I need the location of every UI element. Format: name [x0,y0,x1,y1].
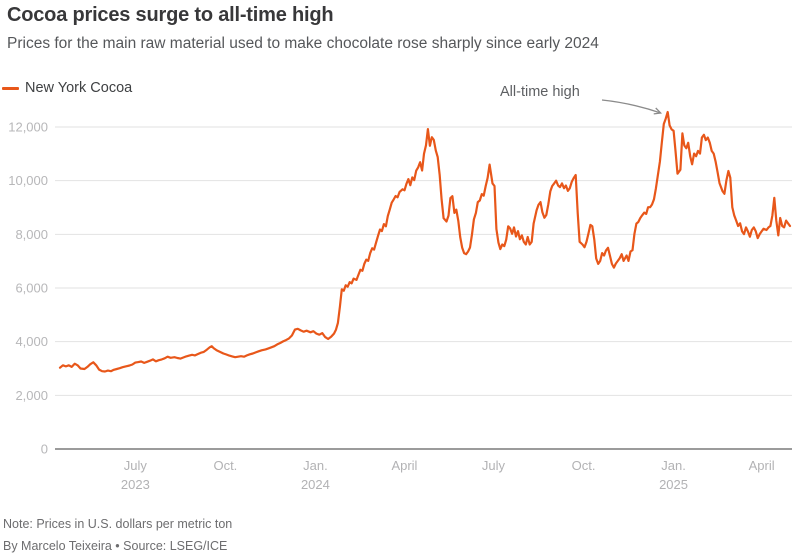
page-title: Cocoa prices surge to all-time high [7,4,334,26]
x-tick-label: Jan. [661,458,686,473]
x-tick-label: July [124,458,148,473]
y-tick-label: 2,000 [15,388,48,403]
annotation-arrowhead [653,107,663,115]
x-tick-year-label: 2023 [121,477,150,492]
price-line-chart: 0 2,000 4,000 6,000 8,000 10,000 12,000 July 202… [8,99,792,492]
x-tick-year-label: 2025 [659,477,688,492]
y-tick-label: 12,000 [8,120,48,135]
x-tick-label: July [482,458,506,473]
price-line [58,110,792,373]
legend-line-swatch [2,86,19,90]
y-tick-label: 4,000 [15,334,48,349]
x-tick-label: April [749,458,775,473]
legend: New York Cocoa [2,80,132,96]
y-tick-label: 8,000 [15,227,48,242]
x-tick-label: Jan. [303,458,328,473]
annotation-arrow [601,99,661,114]
annotation-all-time-high: All-time high [500,84,580,100]
x-tick-year-label: 2024 [301,477,330,492]
y-tick-label: 0 [41,442,48,457]
legend-label: New York Cocoa [25,80,133,96]
footnote: Note: Prices in U.S. dollars per metric … [3,517,233,531]
y-tick-label: 6,000 [15,281,48,296]
chart-subtitle: Prices for the main raw material used to… [7,35,599,52]
x-tick-label: April [391,458,417,473]
x-tick-label: Oct. [213,458,237,473]
x-tick-label: Oct. [572,458,596,473]
byline: By Marcelo Teixeira • Source: LSEG/ICE [3,539,228,553]
y-tick-label: 10,000 [8,173,48,188]
